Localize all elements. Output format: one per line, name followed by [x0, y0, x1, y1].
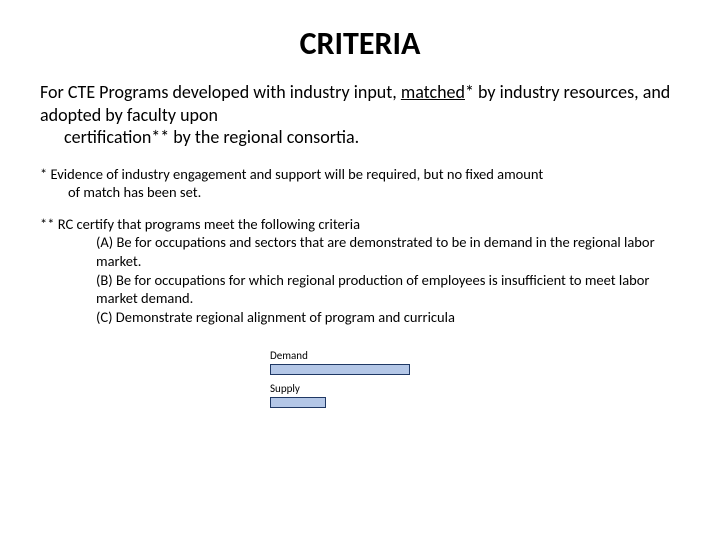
- main-text-line2: certification** by the regional consorti…: [40, 126, 680, 149]
- page-title: CRITERIA: [40, 24, 680, 63]
- footnote-1-line2: of match has been set.: [40, 183, 680, 201]
- footnote-1: * Evidence of industry engagement and su…: [40, 165, 680, 201]
- bar-chart: Demand Supply: [40, 349, 680, 408]
- demand-bar: [270, 364, 410, 375]
- footnote-2: ** RC certify that programs meet the fol…: [40, 215, 680, 327]
- demand-label: Demand: [270, 349, 680, 362]
- footnote-1-line1: * Evidence of industry engagement and su…: [40, 165, 543, 183]
- footnote-2-header: ** RC certify that programs meet the fol…: [40, 215, 360, 233]
- main-text-pre: For CTE Programs developed with industry…: [40, 81, 401, 103]
- supply-label: Supply: [270, 382, 680, 395]
- main-paragraph: For CTE Programs developed with industry…: [40, 81, 680, 149]
- main-text-underlined: matched: [401, 81, 465, 103]
- criteria-item-c: (C) Demonstrate regional alignment of pr…: [96, 308, 680, 327]
- supply-bar: [270, 397, 326, 408]
- criteria-list: (A) Be for occupations and sectors that …: [40, 233, 680, 327]
- criteria-item-a: (A) Be for occupations and sectors that …: [96, 233, 680, 271]
- criteria-item-b: (B) Be for occupations for which regiona…: [96, 271, 680, 309]
